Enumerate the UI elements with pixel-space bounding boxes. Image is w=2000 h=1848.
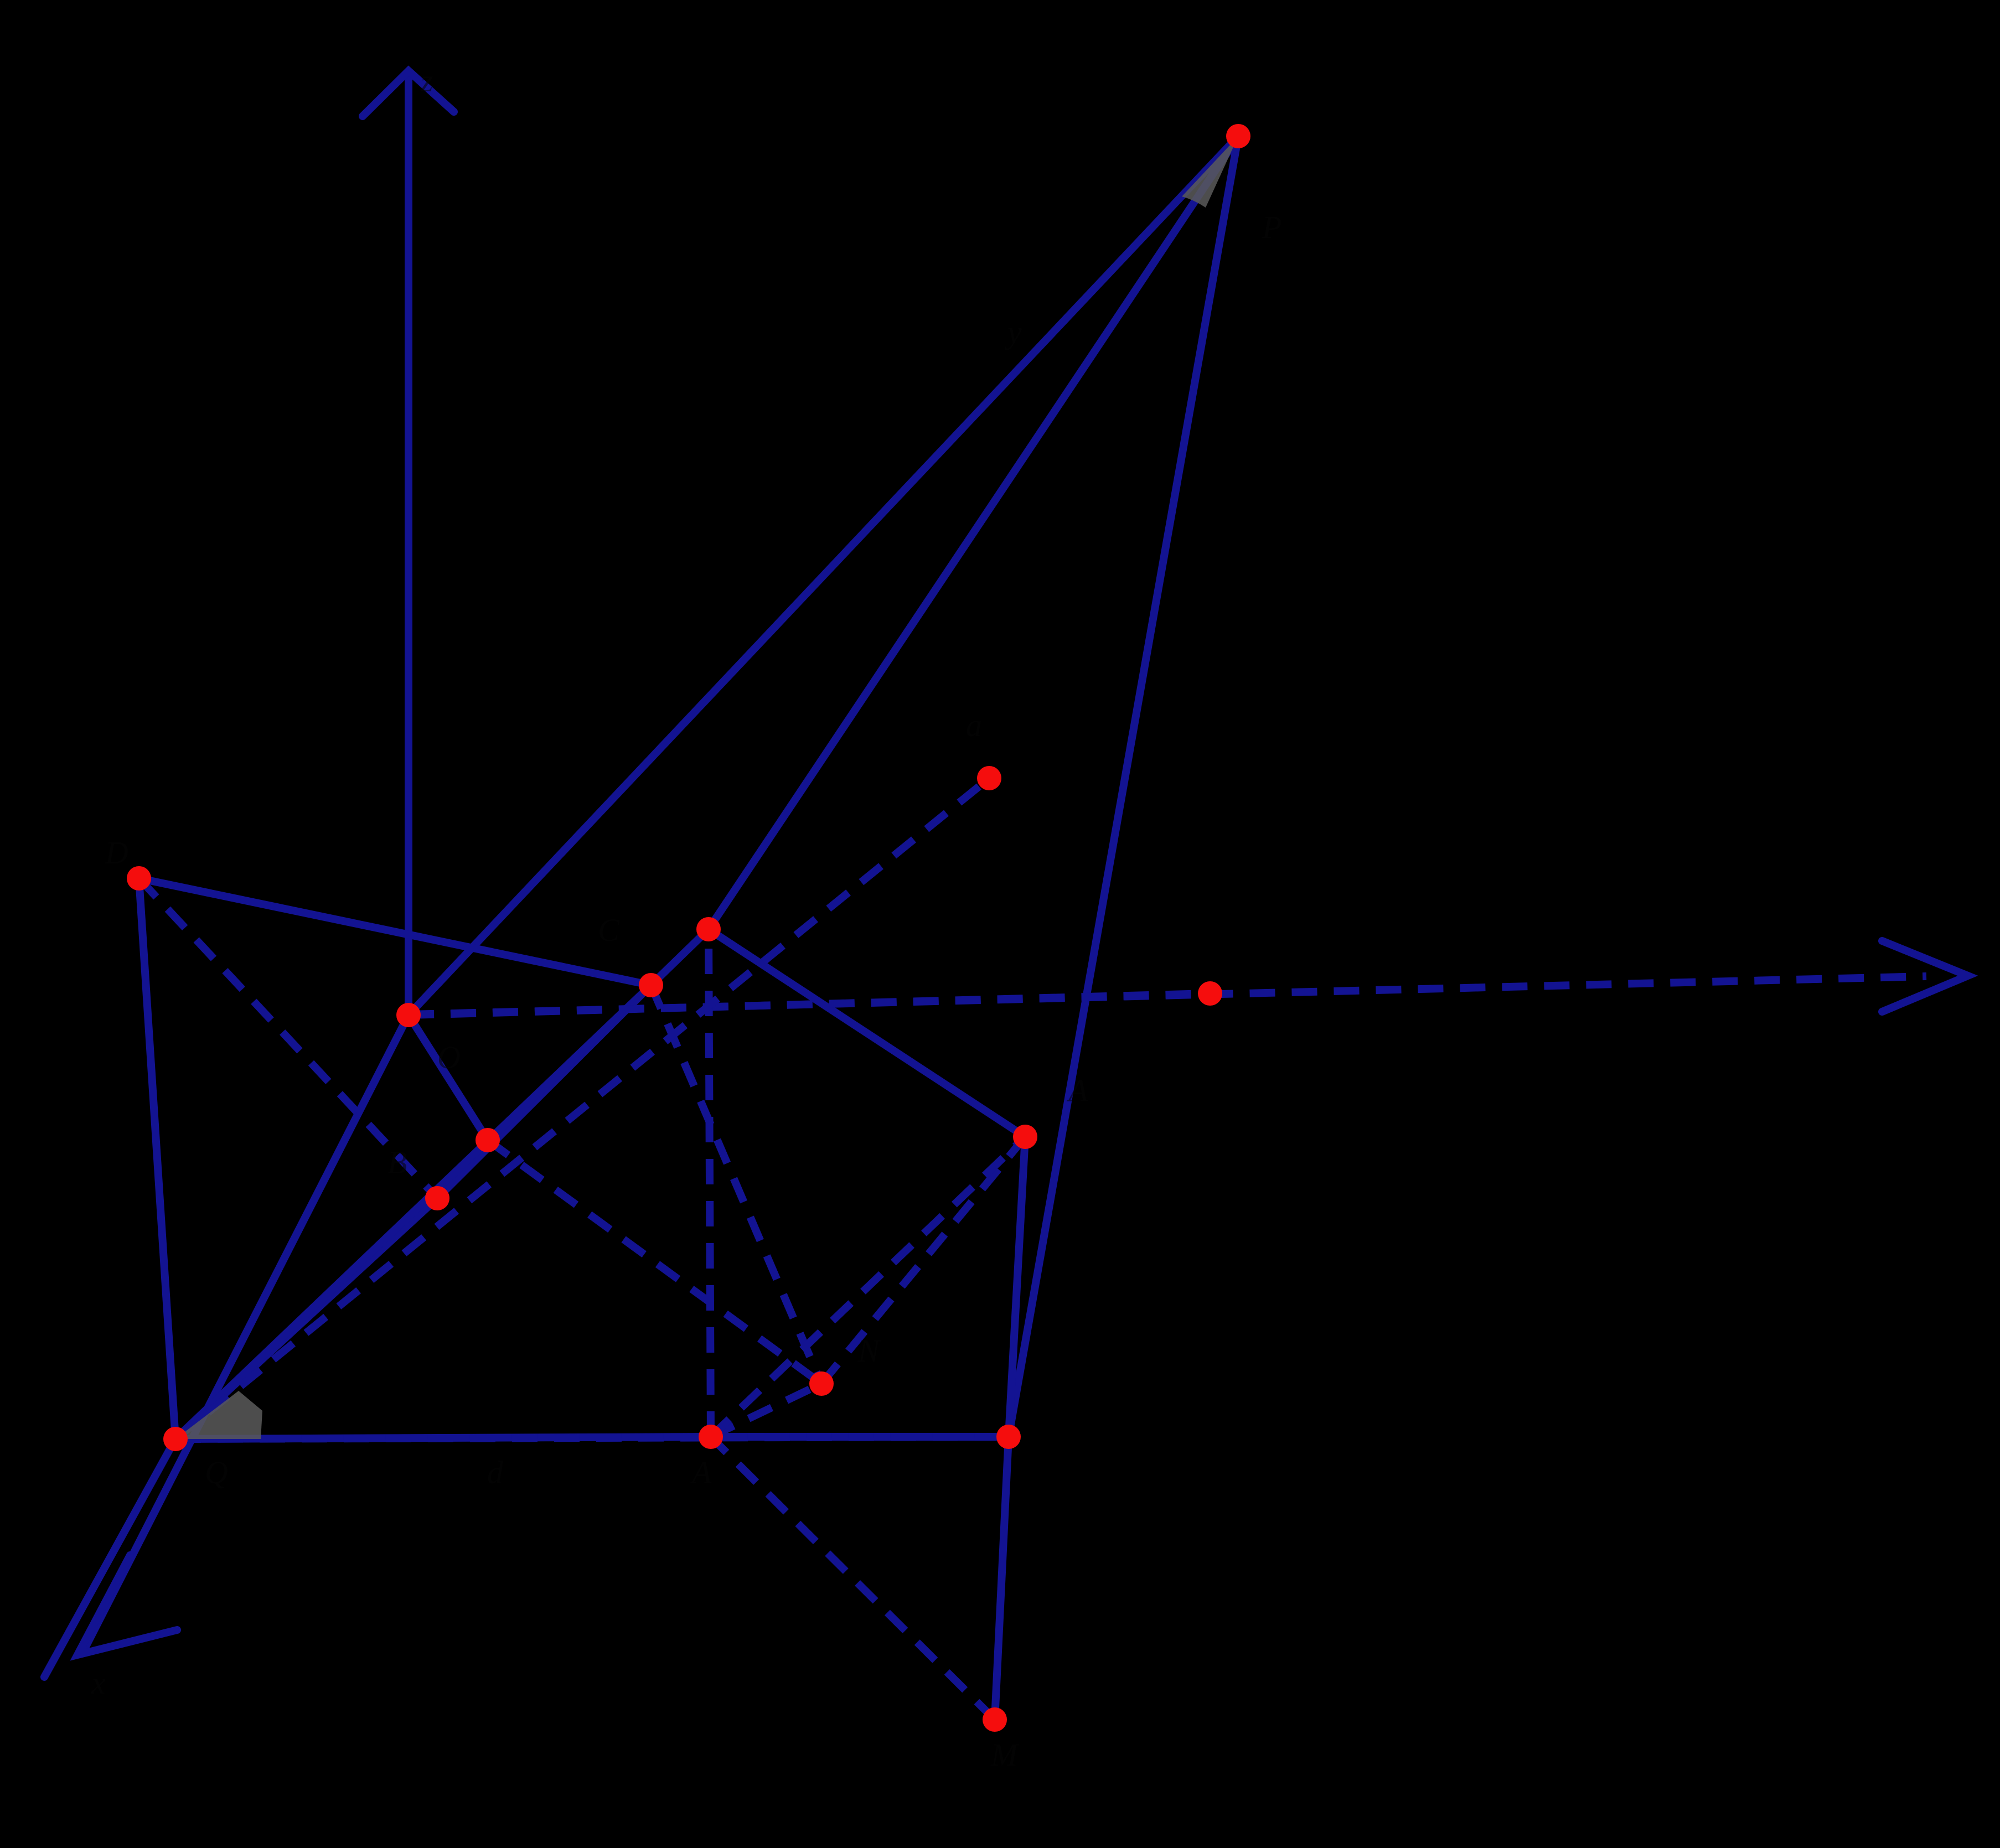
svg-text:M: M <box>990 1737 1019 1773</box>
svg-text:B: B <box>387 1145 407 1181</box>
svg-text:A: A <box>1066 1073 1088 1109</box>
svg-text:O: O <box>437 1039 461 1075</box>
svg-text:D: D <box>105 835 128 871</box>
svg-text:y: y <box>1005 314 1022 350</box>
svg-text:A: A <box>690 1454 712 1490</box>
svg-text:a: a <box>966 707 982 743</box>
svg-text:C: C <box>598 912 620 948</box>
svg-text:N: N <box>857 1333 881 1369</box>
svg-text:z: z <box>420 63 433 99</box>
svg-text:d: d <box>487 1454 504 1490</box>
svg-text:x: x <box>91 1665 106 1701</box>
svg-text:P: P <box>1262 209 1281 245</box>
svg-text:Q: Q <box>205 1454 228 1490</box>
